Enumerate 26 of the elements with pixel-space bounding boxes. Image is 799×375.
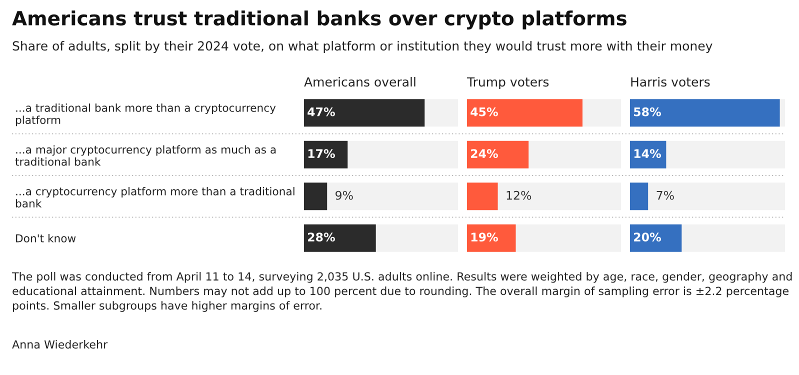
chart-title: Americans trust traditional banks over crypto platforms <box>12 10 626 30</box>
data-label: 14% <box>634 149 661 158</box>
bar <box>467 182 498 210</box>
data-label: 47% <box>308 107 335 116</box>
bar <box>304 182 328 210</box>
y-tick-label: ...a traditional bank more than a cryptocurrency platform <box>16 104 276 126</box>
y-tick-label: Don't know <box>16 234 76 242</box>
x-axis-title: Trump voters <box>466 77 549 90</box>
data-label: 24% <box>471 149 498 158</box>
chart-subtitle: Share of adults, split by their 2024 vote, on what platform or institution they would trust more with their money <box>12 40 712 54</box>
data-label: 58% <box>634 107 661 116</box>
y-tick-label: ...a major cryptocurrency platform as much as a traditional bank <box>15 145 276 166</box>
data-label: 28% <box>308 232 335 242</box>
data-label: 19% <box>471 232 498 242</box>
data-label: 20% <box>634 232 661 242</box>
data-label: 45% <box>470 107 498 116</box>
text: Anna Wiederkehr <box>12 340 108 349</box>
x-axis-title: Americans overall <box>304 76 416 87</box>
y-tick-label: ...a cryptocurrency platform more than a traditional bank <box>16 187 294 208</box>
text: The poll was conducted from April 11 to 14, surveying 2,035 U.S. adults online. Results were weighted by age, race, gender, geography and educational attainment. Numbers may not add up to 100 percent due to rounding. The overall margin of sampling error is ±2.2 percentage points. Smaller subgroups have higher margins of error. <box>12 272 792 312</box>
data-label: 17% <box>308 149 335 158</box>
data-label: 9% <box>336 190 353 200</box>
x-axis-title: Harris voters <box>631 76 710 87</box>
data-label: 12% <box>506 190 532 200</box>
bar <box>630 182 648 210</box>
data-label: 7% <box>656 190 674 200</box>
